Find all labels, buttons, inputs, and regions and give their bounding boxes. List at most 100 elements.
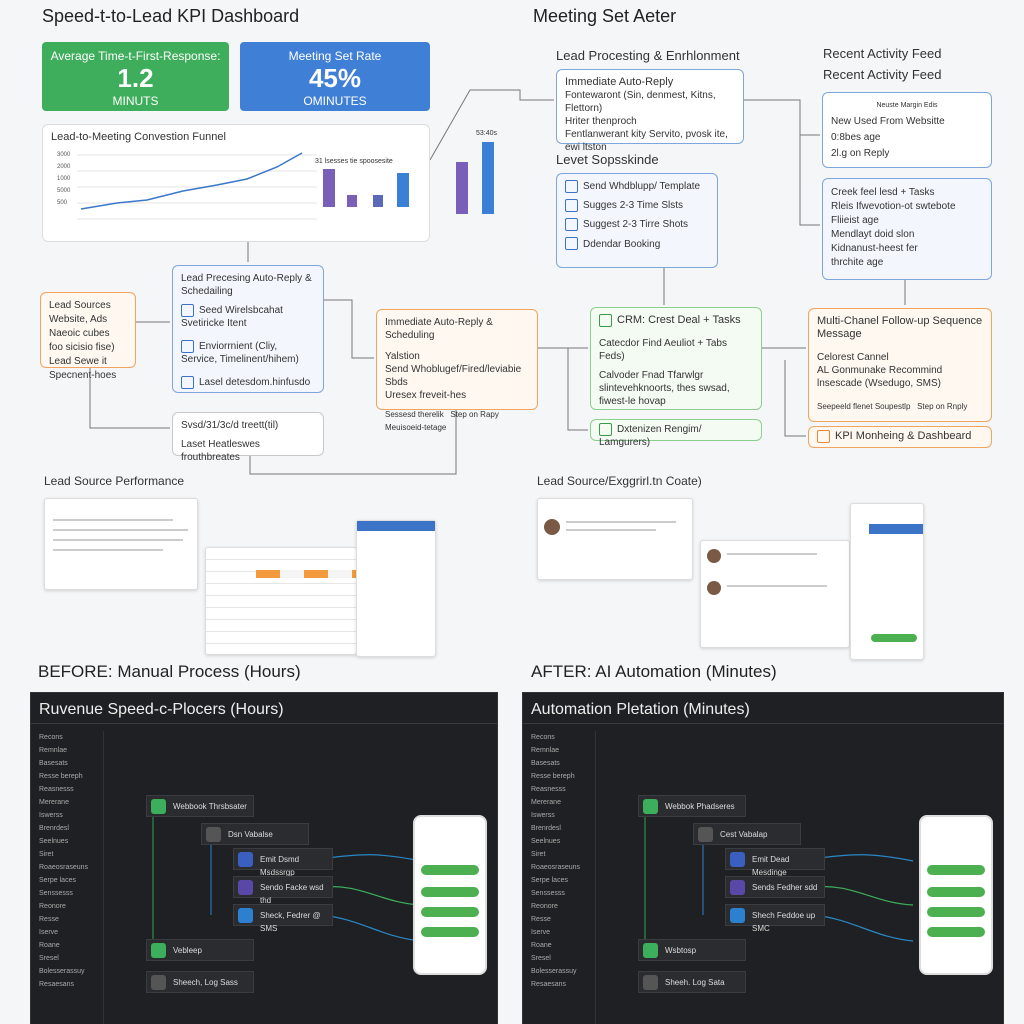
bubble: [927, 927, 985, 937]
line: Send Whoblugef/Fired/leviabie Sbds: [385, 364, 522, 388]
row: Seed Wirelsbcahat Svetiricke Itent: [181, 304, 315, 330]
icon: [599, 314, 612, 327]
sidebar-item: Roane: [531, 942, 552, 949]
text: Send Whdblupp/ Template: [583, 181, 701, 193]
line: Calvoder Fnad Tfarwlgr slintevehknoorts,…: [599, 370, 730, 408]
node-label: Sheck, Fedrer @ SMS: [260, 911, 321, 933]
panel-title: Ruvenue Speed-c-Plocers (Hours): [39, 701, 284, 718]
shape: [249, 410, 457, 475]
row: Website, Ads: [49, 313, 127, 326]
shape: [80, 152, 303, 210]
box-title: Lead Precesing Auto-Reply & Schedailing: [181, 273, 312, 297]
feed-box: Creek feel lesd + Tasks Rleis Ifwevotion-…: [822, 178, 992, 280]
panel-title: Automation Pletation (Minutes): [531, 701, 750, 718]
feed-head: Neuste Margin Edis: [876, 102, 938, 109]
sidebar-item: Senssesss: [531, 890, 565, 897]
shape: [869, 524, 923, 534]
shape: [544, 519, 560, 535]
shape: [812, 885, 914, 906]
node-label: Dsn Vabalse: [228, 830, 273, 839]
shape: [812, 914, 914, 942]
footer: Sessesd therelik Step on Rapy Meuisoeid-t…: [385, 408, 529, 434]
crm-box: CRM: Crest Deal + Tasks Catecdor Find Ae…: [590, 307, 762, 410]
items: Send Whdblupp/ Template Sugges 2-3 Time S…: [565, 180, 709, 251]
shape: [152, 817, 422, 951]
text: Hriter thenproch: [565, 116, 637, 127]
text: ewi ltston: [565, 142, 607, 153]
node-icon: [238, 880, 253, 895]
node-label: Emit Dsmd Msdssrgp: [260, 855, 300, 877]
toolbar: [31, 723, 497, 724]
text: thrchite age: [831, 257, 884, 268]
row: Enviorrnient (Cliy, Service, Timelinent/…: [181, 340, 315, 366]
section-title: Recent Activity Feed: [823, 46, 942, 61]
kpi-unit: MINUTS: [112, 94, 159, 108]
flow-node: Webbok Phadseres: [638, 795, 746, 817]
kpi-value: 45%: [308, 63, 362, 93]
sidebar-item: Recons: [531, 734, 555, 741]
sidebar-item: Bolesserassuy: [531, 968, 577, 975]
row: Sugges 2-3 Time Slsts: [565, 199, 709, 213]
node-icon: [151, 943, 166, 958]
phone: [919, 815, 993, 975]
text: Fliieist age: [831, 215, 879, 226]
lines: New Used From Websitte 0:8bes age 2l.g on …: [831, 115, 983, 160]
items: Seed Wirelsbcahat Svetiricke Itent Envior…: [181, 304, 315, 390]
connectors: [89, 89, 906, 475]
text: Mendlayt doid slon: [831, 229, 915, 240]
node-label: Webbok Phadseres: [665, 802, 735, 811]
icon: [181, 376, 194, 390]
crm-footer: Dxtenizen Rengim/ Lamgurers): [590, 419, 762, 448]
caption: BEFORE: Manual Process (Hours): [38, 662, 301, 681]
side-caption: 53:40s: [476, 130, 498, 137]
sidebar-item: Roane: [39, 942, 60, 949]
sidebar-item: Brenrdesl: [531, 825, 561, 832]
y-label: 1000: [57, 176, 71, 182]
sidebar-item: Resse bereph: [531, 773, 575, 780]
text: CRM: Crest Deal + Tasks: [617, 314, 741, 327]
icon: [565, 237, 578, 251]
node-label: Sheech, Log Sass: [173, 978, 238, 987]
section-title: Recent Activity Feed: [823, 67, 942, 82]
flow-node: Shech Feddoe up SMC: [725, 904, 825, 933]
shape: [320, 854, 422, 862]
flow-node: Wsbtosp: [638, 939, 746, 961]
line: Meuisoeid-tetage: [385, 423, 447, 432]
bubble: [421, 907, 479, 917]
line: Celorest Cannel: [817, 352, 889, 363]
text: Lead Sources: [49, 300, 111, 311]
sidebar-item: Iserve: [39, 929, 59, 936]
multi-box: Multi-Chanel Follow-up Sequence Message …: [808, 308, 992, 422]
bubble: [421, 865, 479, 875]
log-box: Svsd/31/3c/d treett(til) Laset Heatleswe…: [172, 412, 324, 463]
flow-node: Emit Dead Mesdinge: [725, 848, 825, 877]
section-title: Lead Source/Exggrirl.tn Coate): [537, 474, 702, 488]
before-panel: Ruvenue Speed-c-Plocers (Hours) Recons Rem…: [30, 692, 498, 1024]
kpi-unit: OMINUTES: [303, 94, 367, 108]
shape: [53, 529, 188, 531]
text: New Used From Websitte: [831, 116, 945, 127]
row: Lead Sources: [49, 299, 127, 312]
row: Fentlanwerant kity Servito, pvosk ite,: [565, 128, 735, 141]
node-label: Wsbtosp: [665, 946, 697, 955]
row: Kidnanust-heest fer: [831, 242, 983, 255]
text: Lead Sewe it: [49, 356, 107, 367]
footer: Seepeeld flenet Soupestlp Step on Rnply: [817, 400, 983, 413]
icon: [181, 340, 194, 354]
text: Rleis Ifwevotion-ot swtebote: [831, 201, 956, 212]
row: 0:8bes age: [831, 131, 983, 144]
kpi-value: 1.2: [117, 63, 154, 93]
node-label: Sends Fedher sdd: [752, 883, 818, 892]
sidebar-item: Roaeosraseuns: [531, 864, 581, 871]
row: Hriter thenproch: [565, 115, 735, 128]
row: Lead Sewe it: [49, 355, 127, 368]
bubble: [927, 907, 985, 917]
node-label: Vebleep: [173, 946, 202, 955]
line: Step on Rnply: [917, 402, 968, 411]
row: New Used From Websitte: [831, 115, 983, 128]
row: 2l.g on Reply: [831, 147, 983, 160]
row: Suggest 2-3 Tirre Shots: [565, 218, 709, 232]
text: Creek feel lesd + Tasks: [831, 187, 935, 198]
row: Lasel detesdom.hinfusdo: [181, 376, 315, 390]
node-icon: [730, 880, 745, 895]
